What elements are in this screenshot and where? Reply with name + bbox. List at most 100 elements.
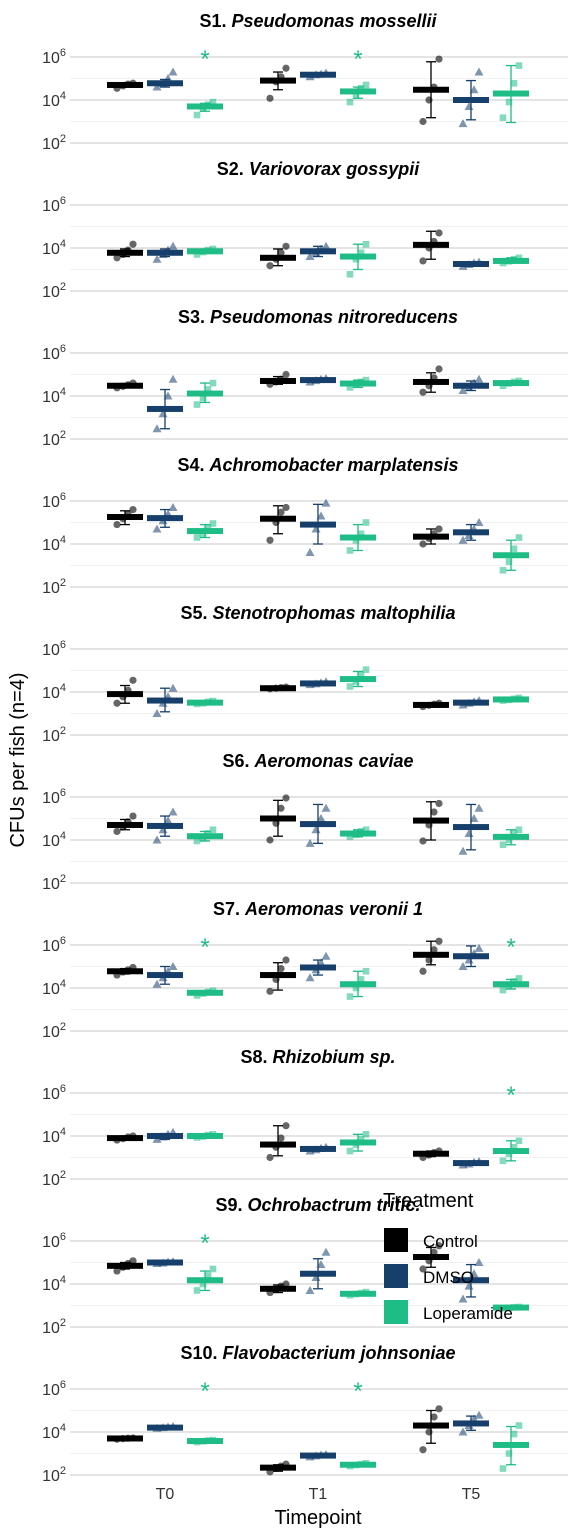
data-point [362,376,370,384]
series-group [187,1130,223,1141]
series-group [300,498,336,557]
data-point [266,536,274,544]
panel-species: Variovorax gossypii [249,159,420,179]
data-point [510,1430,518,1438]
series-group [493,534,529,574]
data-point [282,370,290,379]
series-group [413,525,449,548]
data-point [464,829,474,838]
data-point [499,566,507,574]
data-point [316,511,326,520]
data-point [357,671,365,679]
data-point [321,1247,331,1256]
significance-marker: * [506,934,515,961]
series-group [340,967,376,1000]
tick-exponent: 4 [60,386,66,398]
panel-title: S10. Flavobacterium johnsoniae [180,1343,455,1363]
series-group [300,241,336,261]
y-tick-label: 106 [42,491,66,511]
panel-title: S4. Achromobacter marplatensis [177,455,458,475]
data-point [464,101,474,110]
data-point [357,85,365,92]
y-tick-label: 102 [42,1317,66,1337]
data-point [321,803,331,812]
data-point [435,525,443,533]
y-tick-label: 104 [42,1126,66,1146]
y-tick-label: 104 [42,386,66,406]
series-group [340,666,376,690]
series-group [147,502,183,533]
y-tick-label: 104 [42,534,66,554]
panel-species: Ochrobactrum tritic. [248,1195,421,1215]
mean-bar [260,1141,296,1148]
data-point [113,520,121,529]
tick-exponent: 6 [60,47,66,59]
series-group [147,374,183,433]
data-point [499,1465,507,1472]
series-group [453,257,489,270]
mean-bar [260,1464,296,1471]
mean-bar [493,257,529,264]
mean-bar [260,254,296,261]
data-point [499,841,507,849]
data-point [435,799,443,808]
tick-base: 10 [42,1277,60,1294]
data-point [458,846,468,855]
mean-bar [453,699,489,706]
mean-bar [453,1420,489,1427]
data-point [464,955,474,964]
series-group [413,55,449,126]
mean-bar [413,378,449,385]
data-point [311,1273,321,1282]
data-point [204,386,212,393]
y-tick-label: 106 [42,1231,66,1251]
data-point [158,825,168,834]
x-axis: T0 T1 T5 [156,1486,481,1503]
series-group [260,1122,296,1162]
series-group [147,67,183,91]
data-point [321,498,331,507]
mean-bar [260,77,296,84]
tick-exponent: 6 [60,491,66,503]
tick-base: 10 [42,1234,60,1251]
tick-exponent: 4 [60,1126,66,1138]
data-point [357,530,365,538]
data-point [515,975,523,982]
data-point [152,254,162,263]
data-point [129,812,137,820]
data-point [163,74,173,82]
legend-label: Loperamide [423,1304,513,1323]
series-group [493,1303,529,1312]
data-point [474,374,484,383]
mean-bar [187,528,223,535]
data-point [425,956,433,964]
data-point [458,1427,468,1436]
data-point [152,979,162,988]
significance-marker: * [200,46,209,73]
panel-title: S2. Variovorax gossypii [217,159,420,179]
mean-bar [187,833,223,840]
data-point [362,967,370,975]
data-point [515,1422,523,1429]
significance-marker: * [506,1082,515,1109]
tick-exponent: 2 [60,873,66,885]
data-point [510,545,518,553]
tick-exponent: 4 [60,238,66,250]
data-point [435,55,443,63]
mean-bar [300,964,336,971]
tick-base: 10 [42,346,60,363]
y-tick-label: 102 [42,1021,66,1041]
x-tick-label: T0 [156,1486,175,1503]
tick-exponent: 6 [60,1379,66,1391]
tick-exponent: 4 [60,90,66,102]
tick-exponent: 4 [60,534,66,546]
series-group [493,377,529,390]
mean-bar [260,515,296,522]
data-point [505,558,513,566]
data-point [515,826,523,834]
mean-bar [340,981,376,988]
data-point [168,962,178,970]
tick-base: 10 [42,876,60,893]
